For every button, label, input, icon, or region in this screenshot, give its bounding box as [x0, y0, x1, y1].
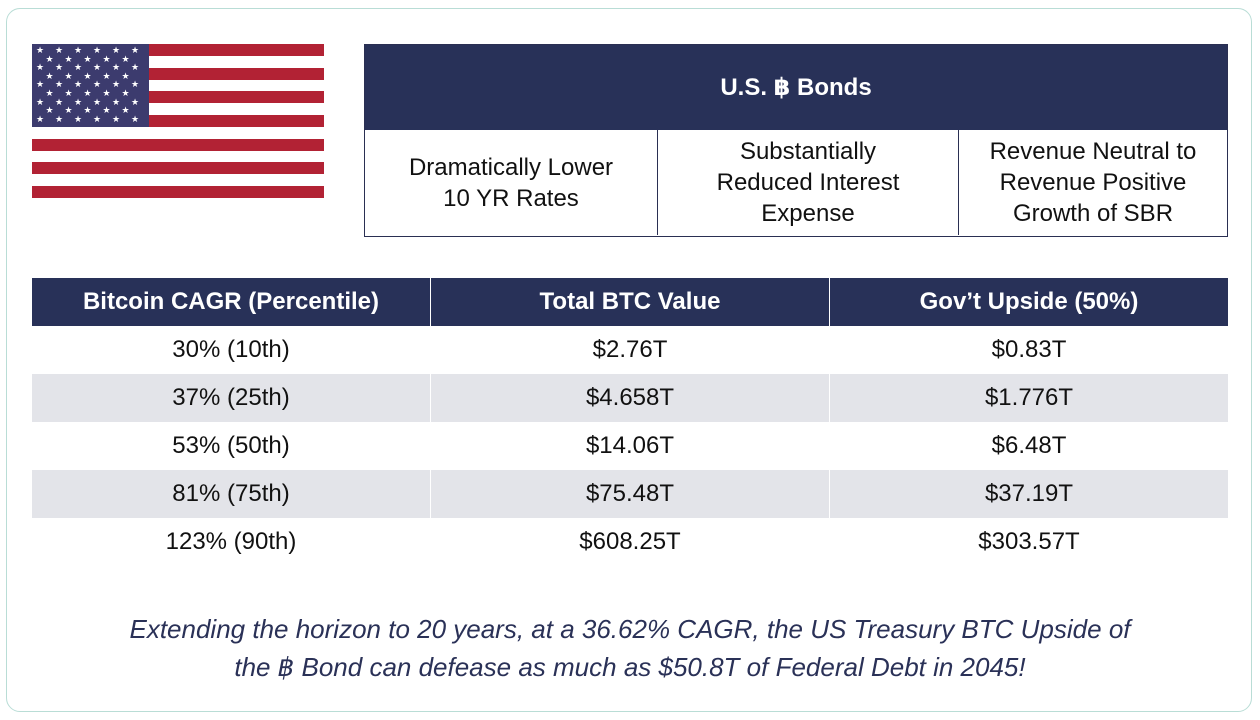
flag-star: ★ [74, 80, 83, 91]
table-row: 30% (10th) $2.76T $0.83T [32, 326, 1228, 374]
flag-stripe [32, 174, 324, 187]
flag-star: ★ [45, 71, 54, 82]
flag-star: ★ [121, 71, 130, 82]
flag-star: ★ [112, 114, 121, 125]
flag-star: ★ [36, 97, 45, 108]
table-header-row: Bitcoin CAGR (Percentile) Total BTC Valu… [32, 278, 1228, 326]
flag-star: ★ [121, 54, 130, 65]
flag-star: ★ [131, 80, 140, 91]
flag-star: ★ [45, 89, 54, 99]
flag-stripe [32, 55, 324, 68]
bond-box: U.S. ฿ Bonds Dramatically Lower 10 YR Ra… [364, 44, 1228, 237]
flag-star: ★ [64, 54, 73, 65]
column-header: Gov’t Upside (50%) [829, 278, 1228, 326]
table-cell: $1.776T [829, 374, 1228, 422]
flag-star: ★ [36, 114, 45, 125]
flag-stripe [32, 138, 324, 151]
bond-title: U.S. ฿ Bonds [365, 45, 1227, 130]
flag-star: ★ [131, 46, 140, 56]
table-cell: $75.48T [430, 470, 829, 518]
flag-star: ★ [74, 46, 83, 56]
flag-star: ★ [112, 80, 121, 91]
flag-star: ★ [64, 71, 73, 82]
table-row: 53% (50th) $14.06T $6.48T [32, 422, 1228, 470]
flag-star: ★ [83, 89, 92, 99]
flag-star: ★ [112, 97, 121, 108]
table-cell: $6.48T [829, 422, 1228, 470]
flag-star: ★ [36, 46, 45, 56]
flag-star: ★ [36, 63, 45, 74]
table-cell: $2.76T [430, 326, 829, 374]
table-cell: 37% (25th) [172, 384, 290, 411]
flag-star: ★ [112, 63, 121, 74]
flag-stripe [32, 103, 324, 116]
flag-star: ★ [131, 63, 140, 74]
benefit-revenue-neutral: Revenue Neutral to Revenue Positive Grow… [958, 130, 1227, 235]
footnote-line-2: the ฿ Bond can defease as much as $50.8T… [234, 652, 1026, 682]
flag-canton: ★ ★ ★ ★ ★ ★ ★ ★ ★ ★ ★ ★ ★ ★ ★ ★ ★ ★ ★ ★ ★ ★ ★ ★ ★ ★ ★ ★ ★ ★ ★ ★ ★ ★ ★ ★ ★ ★ ★ ★… [32, 44, 149, 127]
flag-star: ★ [93, 46, 102, 56]
table-row: 81% (75th) $75.48T $37.19T [32, 470, 1228, 518]
flag-star: ★ [74, 97, 83, 108]
flag-star: ★ [131, 97, 140, 108]
flag-star: ★ [45, 106, 54, 117]
footnote: Extending the horizon to 20 years, at a … [60, 610, 1200, 686]
us-flag-icon: ★ ★ ★ ★ ★ ★ ★ ★ ★ ★ ★ ★ ★ ★ ★ ★ ★ ★ ★ ★ ★ ★ ★ ★ ★ ★ ★ ★ ★ ★ ★ ★ ★ ★ ★ ★ ★ ★ ★ ★… [32, 44, 324, 198]
flag-star: ★ [83, 54, 92, 65]
footnote-line-1: Extending the horizon to 20 years, at a … [129, 614, 1131, 644]
bond-benefits: Dramatically Lower 10 YR Rates Substanti… [365, 130, 1227, 235]
flag-star: ★ [93, 80, 102, 91]
table-row: 37% (25th) $4.658T $1.776T [32, 374, 1228, 422]
flag-star: ★ [102, 71, 111, 82]
flag-star: ★ [64, 106, 73, 117]
table-cell: $14.06T [430, 422, 829, 470]
flag-stripe [32, 44, 324, 56]
flag-stripe [32, 162, 324, 175]
column-header: Total BTC Value [430, 278, 829, 326]
flag-star: ★ [64, 89, 73, 99]
table-cell: $303.57T [829, 518, 1228, 566]
table-cell: $4.658T [430, 374, 829, 422]
flag-star: ★ [93, 114, 102, 125]
benefit-lower-rates: Dramatically Lower 10 YR Rates [408, 153, 614, 212]
table-cell: 30% (10th) [172, 336, 290, 363]
flag-star: ★ [36, 80, 45, 91]
table-row: 123% (90th) $608.25T $303.57T [32, 518, 1228, 566]
flag-star: ★ [55, 46, 64, 56]
flag-stripe [32, 150, 324, 163]
flag-star: ★ [74, 63, 83, 74]
flag-star: ★ [83, 71, 92, 82]
flag-stripe [32, 115, 324, 127]
flag-star: ★ [102, 89, 111, 99]
bitcoin-cagr-table: Bitcoin CAGR (Percentile) Total BTC Valu… [32, 278, 1228, 566]
flag-star: ★ [121, 89, 130, 99]
flag-star: ★ [112, 46, 121, 56]
table-cell: $608.25T [430, 518, 829, 566]
table-cell: 53% (50th) [172, 432, 290, 459]
flag-star: ★ [121, 106, 130, 117]
flag-stripe [32, 126, 324, 139]
flag-stripe [32, 186, 324, 198]
flag-star: ★ [83, 106, 92, 117]
flag-star: ★ [55, 97, 64, 108]
table-cell: 81% (75th) [172, 480, 290, 507]
flag-star: ★ [74, 114, 83, 125]
flag-stripe [32, 91, 324, 104]
flag-star: ★ [55, 63, 64, 74]
flag-star: ★ [131, 114, 140, 125]
table-cell: $0.83T [829, 326, 1228, 374]
column-header: Bitcoin CAGR (Percentile) [82, 288, 380, 315]
flag-star: ★ [55, 80, 64, 91]
flag-star: ★ [102, 106, 111, 117]
flag-star: ★ [55, 114, 64, 125]
benefit-reduced-interest: Substantially Reduced Interest Expense [657, 130, 958, 235]
flag-star: ★ [102, 54, 111, 65]
table-cell: 123% (90th) [165, 528, 297, 555]
flag-star: ★ [45, 54, 54, 65]
flag-star: ★ [93, 63, 102, 74]
flag-stripe [32, 79, 324, 92]
table-cell: $37.19T [829, 470, 1228, 518]
flag-stripe [32, 67, 324, 80]
flag-star: ★ [93, 97, 102, 108]
